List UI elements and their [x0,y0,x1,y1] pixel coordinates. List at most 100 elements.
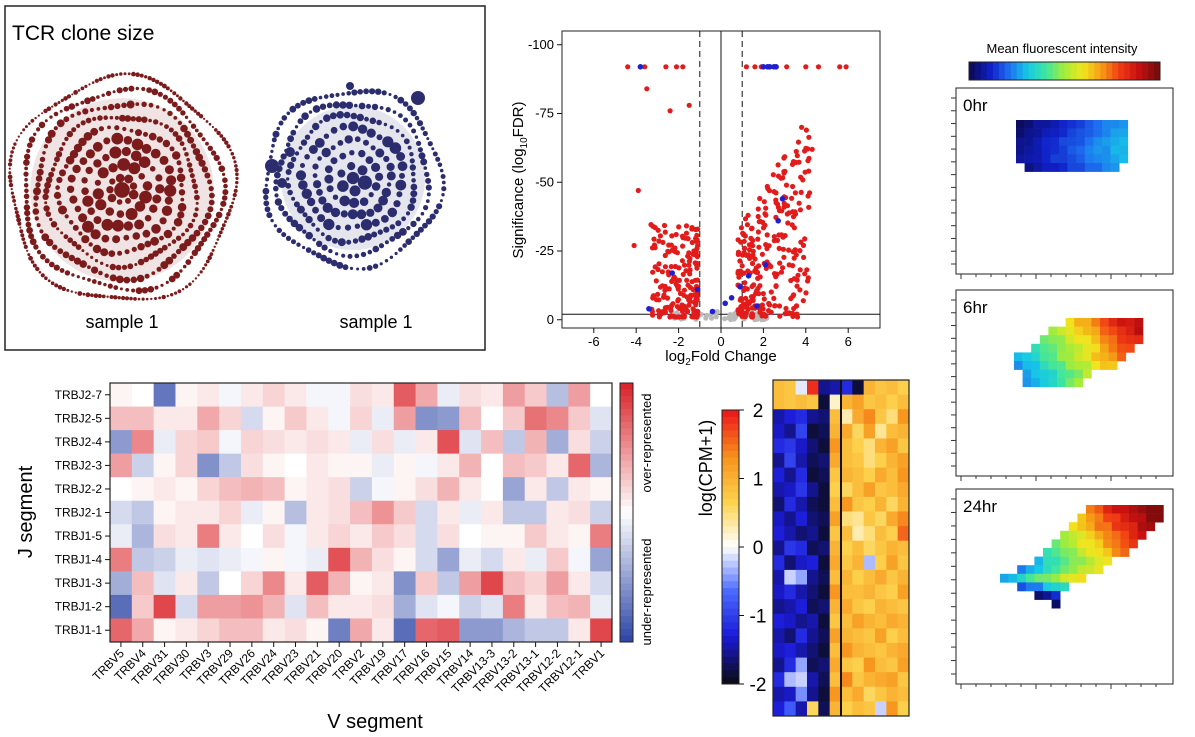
volcano-point-up [768,263,774,270]
cpm-cell [784,526,797,542]
clone-s1-bubble [141,116,148,123]
volcano-point-down [657,233,664,239]
clone-s1-bubble [193,109,197,113]
clone-s1-bubble [29,238,37,246]
clone-s1-bubble [36,168,44,176]
vj-cell [437,571,460,596]
vj-cell [175,383,198,407]
cpm-cell [841,423,853,439]
cpm-cell [897,496,910,512]
vj-colorbar-step [620,531,633,539]
clone-s1-bubble [189,173,195,179]
cpm-cell [795,482,808,498]
vj-cell [524,547,547,572]
clone-s2-bubble [290,219,299,228]
clone-s1-bubble [155,184,165,194]
cpm-cell [875,657,887,673]
clone-s1-bubble [115,73,119,77]
cpm-cell [897,569,910,585]
clone-s1-bubble [23,183,29,188]
cpm-colorbar-tick-label: -1 [750,607,767,628]
clone-s1-bubble [141,297,145,301]
clone-s1-bubble [66,94,72,99]
volcano-point-down [675,314,681,320]
clone-s1-bubble [103,115,108,120]
clone-s1-bubble [116,210,125,218]
clone-s2-bubble [363,139,369,146]
clone-s1-bubble [44,201,48,205]
clone-s2-bubble [393,200,401,208]
volcano-point-up [794,311,800,317]
clone-s2-bubble [294,151,300,156]
clone-s2-bubble [403,117,409,123]
clone-s2-bubble [410,220,417,228]
clone-s1-bubble [37,114,40,117]
mfi-density-cell [1076,137,1086,147]
mfi-density-cell [1110,120,1120,129]
clone-s1-bubble [114,182,130,198]
clone-s1-bubble [205,141,209,146]
clone-s1-bubble [44,136,53,144]
clone-s1-bubble [57,101,61,104]
cpm-cell [875,423,887,439]
vj-cell [350,453,373,478]
clone-s1-bubble [201,218,209,226]
clone-s2-bubble [383,226,390,233]
cpm-cell [852,672,865,688]
cpm-cell [852,526,865,542]
clone-s1-bubble [182,147,187,151]
clone-s1-bubble [180,110,186,116]
vj-cell [481,618,504,643]
vj-cell [459,430,482,455]
clone-s1-bubble [226,144,231,149]
volcano-point-up [804,267,810,273]
clone-s1-bubble [44,258,50,264]
volcano-point-down [668,264,674,270]
vj-cell [306,524,329,549]
clone-s1-bubble [129,296,133,301]
clone-s2-bubble [409,197,417,204]
clone-s1-bubble [162,139,171,148]
vj-cell [284,500,307,525]
clone-s1-bubble [111,132,124,145]
cpm-cell [795,657,808,673]
clone-s1-bubble [89,96,96,102]
cpm-colorbar-tick-label: 0 [753,538,764,559]
clone-s1-bubble [20,233,25,238]
clone-s1-bubble [190,106,195,111]
clone-s1-bubble [87,278,91,282]
clone-s2-bubble [305,97,313,104]
clone-s1-bubble [106,186,114,194]
clone-s1-bubble [184,285,189,289]
clone-s1-bubble [78,213,88,223]
clone-s1-bubble [109,146,122,159]
cpm-cell [886,438,899,454]
clone-s1-bubble [73,143,83,153]
cpm-cell [773,540,785,556]
cpm-cell [841,642,853,658]
clone-s2-bubble [328,248,333,254]
mfi-density-cell [1082,361,1092,370]
clone-s1-bubble [20,132,23,135]
clone-s2-bubble [392,110,397,114]
volcano-point-down [668,307,674,313]
vj-colorbar-step [620,493,633,500]
clone-s2-bubble [417,147,423,153]
clone-s2-bubble [394,251,398,256]
vj-cell [240,453,264,478]
cpm-cell [897,584,910,600]
clone-s2-bubble [322,202,333,213]
cpm-cell [841,511,853,527]
vj-cell [371,524,395,549]
clone-s1-bubble [13,142,17,146]
volcano-point-up [794,283,800,289]
mfi-density-cell [1051,599,1061,609]
mfi-density-cell [1110,137,1120,147]
vj-colorbar-step [620,499,633,507]
mfi-density-cell [1137,522,1147,532]
volcano-point-down [650,223,656,229]
volcano-point-up [771,295,777,301]
volcano-point-down [676,277,683,283]
volcano-point-up [795,139,802,145]
